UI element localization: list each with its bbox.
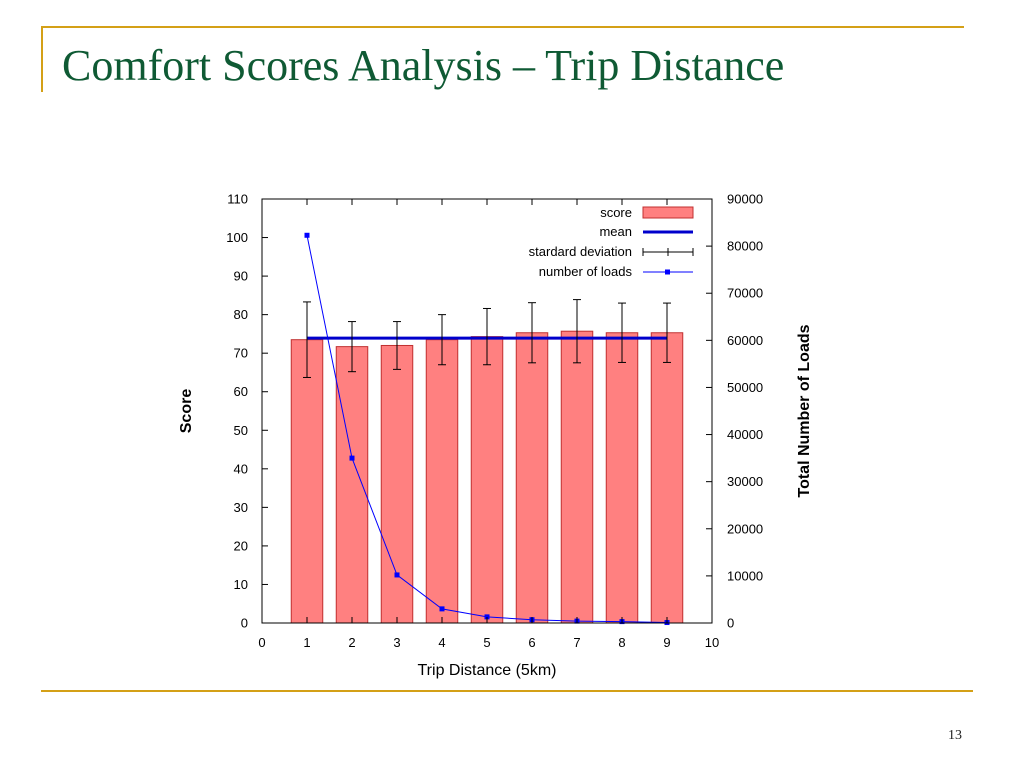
score-bar-4	[425, 339, 459, 624]
x-tick-label: 10	[705, 635, 719, 650]
bars-layer	[290, 330, 684, 624]
y-axis-label: Score	[178, 389, 195, 434]
legend-label-stddev: stardard deviation	[529, 244, 632, 259]
error-bar-7	[573, 299, 581, 364]
x-tick-label: 6	[528, 635, 535, 650]
y2-tick-label: 70000	[727, 286, 763, 301]
y2-tick-label: 20000	[727, 521, 763, 536]
loads-point-4	[439, 606, 445, 612]
legend-swatch-stddev	[642, 248, 694, 256]
y2-tick-label: 30000	[727, 474, 763, 489]
y-tick-label: 80	[234, 307, 248, 322]
error-bar-3	[393, 321, 401, 370]
legend-label-mean: mean	[599, 224, 632, 239]
y2-tick-label: 0	[727, 616, 734, 631]
x-tick-label: 4	[438, 635, 445, 650]
y-tick-label: 100	[226, 230, 248, 245]
legend: score mean stardard deviation number of …	[529, 205, 694, 279]
error-bar-2	[348, 321, 356, 373]
score-bar-8	[605, 332, 639, 624]
x-tick-label: 7	[573, 635, 580, 650]
x-tick-label: 5	[483, 635, 490, 650]
y-tick-label: 20	[234, 538, 248, 553]
loads-point-3	[394, 572, 400, 578]
y2-tick-label: 40000	[727, 427, 763, 442]
y-tick-label: 70	[234, 346, 248, 361]
footer-accent-line	[41, 690, 973, 692]
error-bar-4	[438, 314, 446, 366]
y-tick-label: 30	[234, 500, 248, 515]
score-bar-2	[335, 346, 369, 624]
y-tick-label: 50	[234, 423, 248, 438]
score-bar-7	[560, 330, 594, 624]
error-bars-layer	[303, 299, 671, 378]
y2-tick-label: 60000	[727, 333, 763, 348]
y2-axis-label: Total Number of Loads	[796, 324, 813, 497]
x-axis-label: Trip Distance (5km)	[418, 662, 557, 679]
y-tick-label: 90	[234, 269, 248, 284]
score-bar-6	[515, 332, 549, 624]
error-bar-1	[303, 301, 311, 378]
legend-swatch-loads	[643, 269, 693, 275]
loads-point-1	[304, 232, 310, 238]
y-tick-label: 40	[234, 461, 248, 476]
legend-label-loads: number of loads	[539, 264, 633, 279]
error-bar-5	[483, 307, 491, 366]
slide-number: 13	[948, 728, 962, 743]
title-accent-left-line	[41, 28, 43, 92]
x-tick-label: 2	[348, 635, 355, 650]
y2-tick-label: 10000	[727, 568, 763, 583]
title-accent-top-line	[41, 26, 964, 28]
y2-tick-label: 50000	[727, 380, 763, 395]
loads-point-5	[484, 614, 490, 620]
error-bar-6	[528, 302, 536, 364]
y-tick-label: 10	[234, 577, 248, 592]
y2-tick-label: 90000	[727, 192, 763, 207]
score-bar-1	[290, 339, 324, 624]
error-bar-9	[663, 302, 671, 363]
x-tick-label: 0	[258, 635, 265, 650]
score-bar-9	[650, 332, 684, 624]
legend-label-score: score	[600, 205, 632, 220]
x-tick-label: 1	[303, 635, 310, 650]
x-tick-label: 3	[393, 635, 400, 650]
score-bar-3	[380, 344, 414, 624]
x-tick-label: 8	[618, 635, 625, 650]
axes-layer: 0102030405060708090100110010000200003000…	[226, 192, 763, 651]
y-tick-label: 110	[227, 192, 248, 207]
y2-tick-label: 80000	[727, 239, 763, 254]
x-tick-label: 9	[663, 635, 670, 650]
loads-point-2	[349, 455, 355, 461]
slide-title: Comfort Scores Analysis – Trip Distance	[62, 41, 785, 90]
y-tick-label: 0	[241, 616, 248, 631]
legend-swatch-score	[642, 206, 694, 219]
y-tick-label: 60	[234, 384, 248, 399]
error-bar-8	[618, 302, 626, 363]
score-bar-5	[470, 336, 504, 624]
